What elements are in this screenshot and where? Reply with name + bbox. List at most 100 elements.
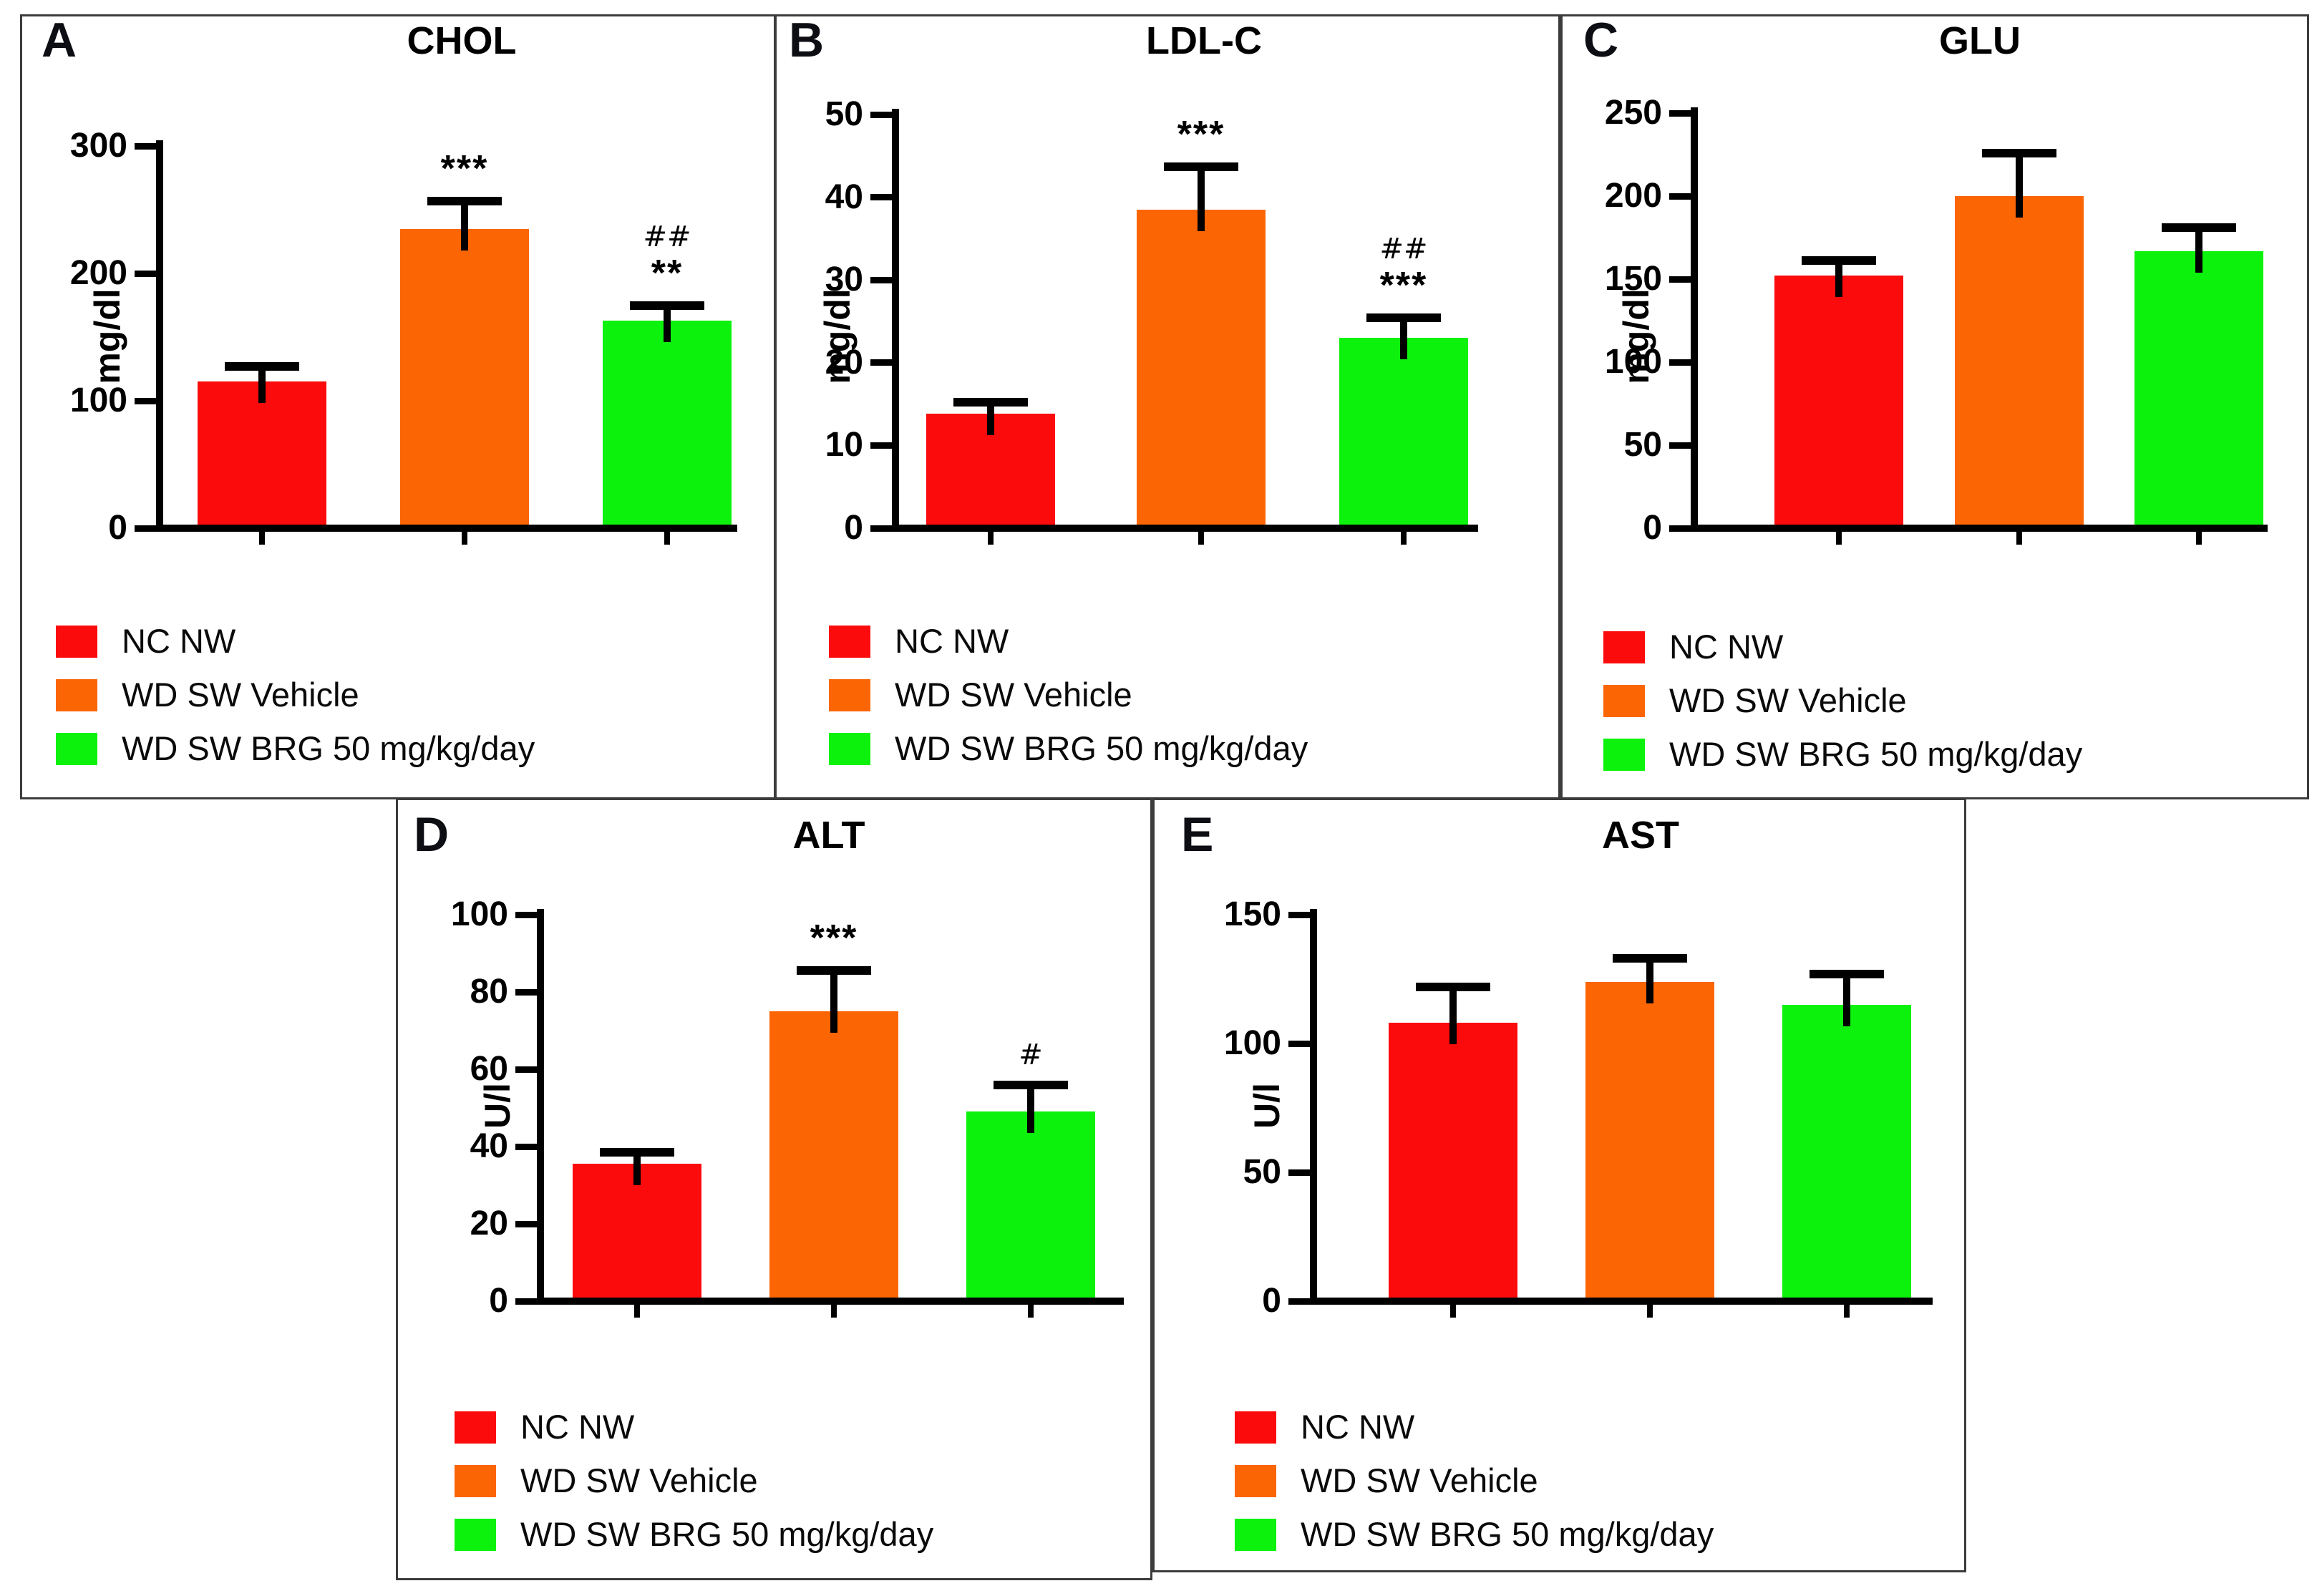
y-tick-ldl-c-40 bbox=[870, 194, 892, 201]
x-tick-ast-1 bbox=[1647, 1305, 1653, 1318]
y-tick-alt-40 bbox=[515, 1143, 537, 1150]
error-bar-cap-alt-0 bbox=[600, 1148, 674, 1157]
x-tick-alt-1 bbox=[831, 1305, 837, 1318]
legend-swatch-chol-0 bbox=[56, 626, 97, 658]
y-tick-glu-200 bbox=[1669, 193, 1691, 200]
panel-letter-a: A bbox=[42, 13, 77, 67]
significance-text: *** bbox=[1379, 265, 1428, 307]
x-axis-ast bbox=[1310, 1298, 1933, 1305]
x-tick-glu-1 bbox=[2016, 532, 2022, 545]
error-bar-cap-chol-2 bbox=[630, 301, 704, 310]
legend-swatch-glu-0 bbox=[1603, 631, 1645, 663]
error-bar-cap-glu-2 bbox=[2162, 223, 2236, 233]
significance-text: *** bbox=[810, 918, 858, 960]
error-bar-stem-alt-1 bbox=[830, 970, 837, 1033]
significance-chol-2: ## ** bbox=[553, 220, 782, 293]
chart-title-chol: CHOL bbox=[407, 19, 517, 62]
y-tick-label-ldl-c-10: 10 bbox=[825, 426, 863, 464]
error-bar-stem-glu-1 bbox=[2016, 152, 2023, 218]
x-tick-alt-2 bbox=[1028, 1305, 1034, 1318]
legend-label-glu-0: NC NW bbox=[1669, 628, 1784, 666]
y-tick-label-glu-250: 250 bbox=[1604, 94, 1662, 132]
significance-text: ** bbox=[651, 252, 684, 294]
legend-label-alt-0: NC NW bbox=[520, 1408, 635, 1446]
legend-swatch-alt-0 bbox=[455, 1411, 496, 1444]
legend-swatch-ldl-c-0 bbox=[829, 626, 870, 658]
chart-title-ast: AST bbox=[1602, 814, 1679, 857]
x-tick-glu-0 bbox=[1836, 532, 1842, 545]
y-tick-alt-100 bbox=[515, 911, 537, 918]
y-axis-chol bbox=[156, 140, 163, 532]
x-tick-ldl-c-2 bbox=[1401, 532, 1407, 545]
error-bar-cap-ast-0 bbox=[1416, 982, 1490, 991]
y-tick-alt-60 bbox=[515, 1066, 537, 1073]
error-bar-stem-chol-0 bbox=[258, 366, 266, 404]
legend-label-glu-1: WD SW Vehicle bbox=[1669, 681, 1907, 719]
legend-swatch-ldl-c-1 bbox=[829, 679, 870, 711]
y-axis-label-chol: mg/dl bbox=[87, 288, 127, 384]
legend-swatch-ldl-c-2 bbox=[829, 733, 870, 765]
y-tick-ldl-c-50 bbox=[870, 111, 892, 118]
bar-alt-2 bbox=[966, 1111, 1095, 1301]
y-tick-ast-150 bbox=[1288, 911, 1310, 918]
y-axis-glu bbox=[1691, 107, 1698, 532]
y-axis-alt bbox=[537, 909, 544, 1305]
y-tick-glu-50 bbox=[1669, 442, 1691, 449]
y-tick-label-ast-0: 0 bbox=[1262, 1282, 1281, 1320]
error-bar-stem-chol-2 bbox=[664, 305, 671, 342]
legend-swatch-ast-0 bbox=[1235, 1411, 1276, 1444]
error-bar-cap-ldl-c-1 bbox=[1164, 162, 1238, 171]
legend-label-ast-2: WD SW BRG 50 mg/kg/day bbox=[1301, 1515, 1714, 1553]
legend-label-ldl-c-2: WD SW BRG 50 mg/kg/day bbox=[895, 729, 1308, 767]
bar-ast-2 bbox=[1782, 1005, 1911, 1301]
chart-title-alt: ALT bbox=[792, 814, 865, 857]
x-tick-ldl-c-0 bbox=[988, 532, 994, 545]
x-tick-alt-0 bbox=[634, 1305, 640, 1318]
legend-label-ast-1: WD SW Vehicle bbox=[1301, 1461, 1538, 1499]
y-axis-ldl-c bbox=[892, 109, 899, 532]
y-tick-chol-300 bbox=[135, 142, 156, 150]
y-tick-label-alt-20: 20 bbox=[470, 1205, 508, 1242]
y-tick-label-chol-0: 0 bbox=[108, 509, 127, 547]
error-bar-cap-ast-2 bbox=[1810, 969, 1884, 978]
y-tick-label-glu-50: 50 bbox=[1623, 426, 1662, 464]
error-bar-stem-ast-1 bbox=[1646, 958, 1653, 1003]
legend-label-chol-1: WD SW Vehicle bbox=[122, 676, 359, 714]
significance-text: # bbox=[1019, 1038, 1043, 1071]
legend-label-alt-2: WD SW BRG 50 mg/kg/day bbox=[520, 1515, 934, 1553]
x-axis-alt bbox=[537, 1298, 1124, 1305]
significance-text: ## bbox=[1379, 233, 1428, 266]
error-bar-stem-ast-2 bbox=[1843, 973, 1850, 1026]
error-bar-stem-ldl-c-0 bbox=[987, 402, 994, 436]
significance-alt-1: *** bbox=[719, 919, 948, 958]
bar-alt-1 bbox=[769, 1011, 898, 1301]
y-axis-label-alt: U/l bbox=[477, 1083, 518, 1129]
error-bar-cap-chol-0 bbox=[225, 361, 299, 371]
y-tick-label-ldl-c-0: 0 bbox=[844, 509, 863, 547]
error-bar-cap-chol-1 bbox=[427, 196, 502, 205]
significance-ldl-c-2: ## *** bbox=[1289, 232, 1518, 305]
y-tick-chol-0 bbox=[135, 525, 156, 532]
y-tick-ldl-c-10 bbox=[870, 442, 892, 449]
y-tick-glu-0 bbox=[1669, 525, 1691, 532]
legend-swatch-chol-1 bbox=[56, 679, 97, 711]
bar-glu-2 bbox=[2134, 250, 2263, 528]
error-bar-stem-ldl-c-2 bbox=[1400, 318, 1407, 360]
error-bar-stem-glu-2 bbox=[2195, 228, 2202, 273]
y-tick-label-chol-100: 100 bbox=[69, 381, 127, 419]
y-tick-label-alt-0: 0 bbox=[489, 1282, 508, 1320]
error-bar-stem-ast-0 bbox=[1449, 986, 1457, 1045]
x-axis-ldl-c bbox=[892, 525, 1478, 532]
legend-swatch-glu-1 bbox=[1603, 685, 1645, 717]
bar-chol-2 bbox=[603, 320, 732, 528]
y-tick-chol-200 bbox=[135, 270, 156, 277]
y-tick-label-ast-50: 50 bbox=[1243, 1153, 1281, 1191]
legend-swatch-alt-2 bbox=[455, 1519, 496, 1551]
y-tick-ldl-c-0 bbox=[870, 525, 892, 532]
error-bar-stem-alt-2 bbox=[1027, 1084, 1034, 1134]
error-bar-stem-glu-0 bbox=[1835, 261, 1842, 298]
error-bar-stem-alt-0 bbox=[633, 1152, 641, 1186]
bar-ldl-c-2 bbox=[1339, 338, 1468, 528]
y-axis-label-ast: U/l bbox=[1247, 1083, 1287, 1129]
y-tick-label-glu-100: 100 bbox=[1604, 343, 1662, 381]
